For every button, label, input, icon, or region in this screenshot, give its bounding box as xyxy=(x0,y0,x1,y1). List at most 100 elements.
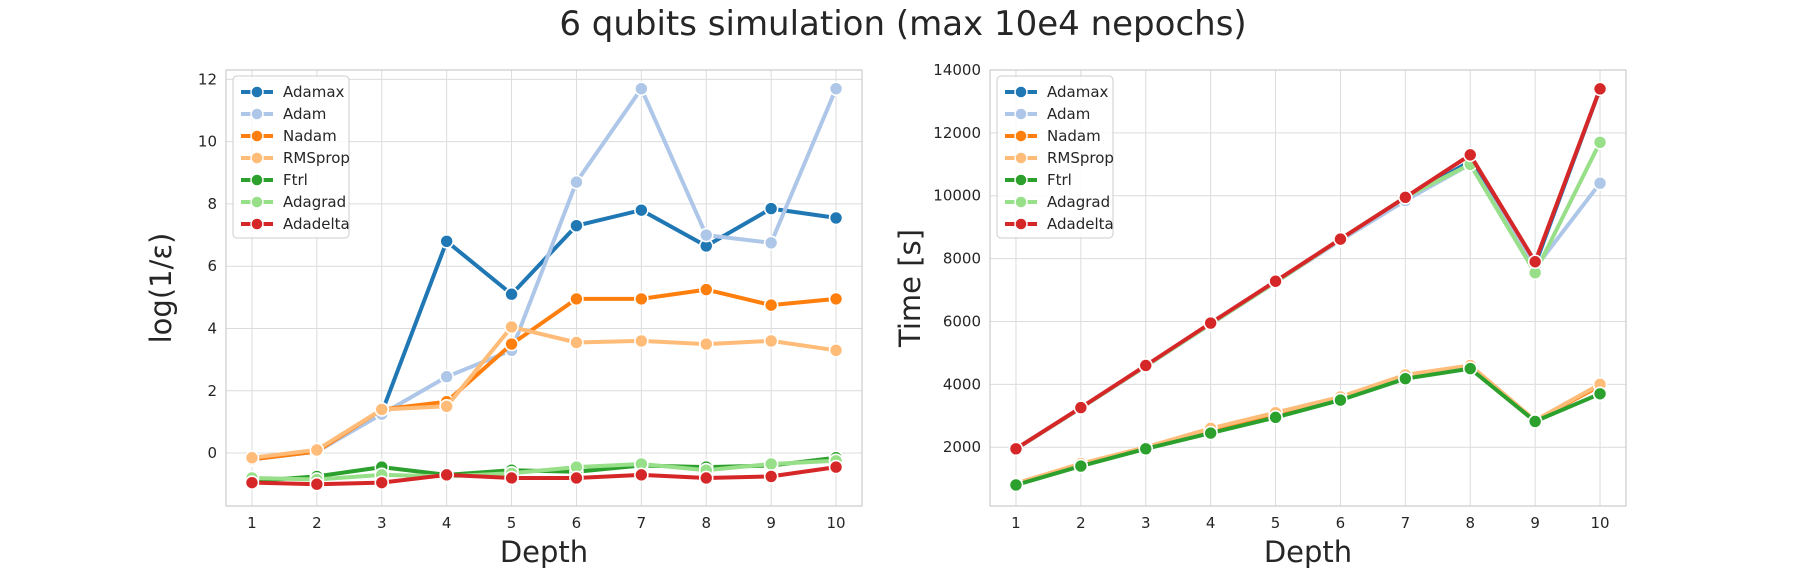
left-plot-frame xyxy=(225,69,863,507)
right-x-tick-label: 6 xyxy=(1336,514,1346,532)
right-legend-marker-ftrl xyxy=(1014,173,1028,187)
left-data-point-adam xyxy=(828,81,844,96)
left-data-point-adadelta xyxy=(374,475,390,490)
right-data-point-adadelta xyxy=(1073,400,1089,415)
right-data-point-adadelta xyxy=(1527,254,1543,270)
left-data-point-adadelta xyxy=(763,469,779,484)
right-y-tick-label: 2000 xyxy=(943,438,981,456)
left-x-tick-label: 10 xyxy=(826,514,845,532)
left-x-axis-label: Depth xyxy=(500,535,588,569)
right-legend-label-ftrl: Ftrl xyxy=(1047,171,1072,189)
right-legend-label-adam: Adam xyxy=(1047,105,1090,123)
right-data-point-ftrl xyxy=(1268,410,1283,425)
left-data-point-adadelta xyxy=(504,470,519,486)
left-y-tick-label: 6 xyxy=(207,257,217,275)
right-legend-marker-nadam xyxy=(1014,129,1028,143)
right-legend-label-rmsprop: RMSprop xyxy=(1047,149,1114,167)
left-data-point-rmsprop xyxy=(634,333,649,349)
left-legend-label-adagrad: Adagrad xyxy=(283,193,346,211)
right-x-tick-label: 2 xyxy=(1076,514,1086,532)
left-data-point-adadelta xyxy=(439,467,454,483)
left-data-point-adamax xyxy=(828,210,844,226)
right-data-point-adadelta xyxy=(1398,190,1413,205)
left-data-point-nadam xyxy=(634,291,649,307)
left-data-point-adadelta xyxy=(698,470,714,486)
left-data-point-adam xyxy=(439,369,454,385)
left-data-point-rmsprop xyxy=(439,399,454,414)
left-x-tick-label: 9 xyxy=(766,514,776,532)
right-data-point-ftrl xyxy=(1008,477,1024,493)
left-data-point-nadam xyxy=(569,291,584,307)
left-data-point-adadelta xyxy=(569,470,584,486)
left-data-point-adam xyxy=(634,81,649,96)
left-y-tick-label: 8 xyxy=(207,195,217,213)
left-x-tick-label: 2 xyxy=(312,514,322,532)
right-data-point-adadelta xyxy=(1333,231,1348,247)
right-data-point-ftrl xyxy=(1138,441,1154,457)
left-y-tick-label: 2 xyxy=(207,382,217,400)
right-y-tick-label: 14000 xyxy=(933,61,981,79)
right-data-point-adadelta xyxy=(1268,273,1283,289)
left-legend-label-nadam: Nadam xyxy=(283,127,337,145)
right-data-point-adadelta xyxy=(1592,81,1608,97)
right-data-point-adagrad xyxy=(1592,134,1608,150)
right-x-tick-label: 9 xyxy=(1530,514,1540,532)
left-data-point-nadam xyxy=(698,282,714,297)
right-series-line-ftrl xyxy=(1014,366,1602,487)
left-series-adadelta xyxy=(244,459,844,492)
left-x-tick-label: 3 xyxy=(377,514,387,532)
right-data-point-adam xyxy=(1592,175,1608,191)
left-data-point-nadam xyxy=(828,291,844,307)
left-series-rmsprop xyxy=(244,319,844,466)
left-data-point-adadelta xyxy=(828,459,844,475)
left-x-tick-label: 5 xyxy=(507,514,517,532)
right-legend-marker-rmsprop xyxy=(1014,151,1028,165)
left-legend-marker-adamax xyxy=(250,85,264,99)
left-legend-label-rmsprop: RMSprop xyxy=(283,149,350,167)
left-y-tick-label: 4 xyxy=(207,319,217,337)
left-data-point-adagrad xyxy=(763,456,779,472)
right-chart-time: 1 2 3 4 5 6 7 8 9 10 2000 4000 6000 8000 10000 12000 140… xyxy=(893,61,1627,569)
left-data-point-adamax xyxy=(634,202,649,218)
left-data-point-rmsprop xyxy=(763,333,779,349)
left-data-point-rmsprop xyxy=(569,335,584,350)
left-x-tick-label: 1 xyxy=(247,514,257,532)
right-data-point-adadelta xyxy=(1203,315,1218,331)
left-legend-label-adam: Adam xyxy=(283,105,326,123)
left-legend-marker-ftrl xyxy=(250,173,264,187)
left-x-tick-label: 6 xyxy=(572,514,582,532)
left-legend-marker-adagrad xyxy=(250,195,264,209)
right-x-tick-label: 1 xyxy=(1011,514,1021,532)
left-legend-label-adadelta: Adadelta xyxy=(283,215,350,233)
right-data-point-adadelta xyxy=(1008,441,1024,457)
right-legend-label-adagrad: Adagrad xyxy=(1047,193,1110,211)
left-series-line-rmsprop xyxy=(250,324,838,460)
right-data-point-ftrl xyxy=(1592,386,1608,402)
left-data-point-adam xyxy=(698,227,714,243)
right-x-tick-label: 7 xyxy=(1401,514,1411,532)
left-y-tick-label: 0 xyxy=(207,444,217,462)
right-legend: Adamax Adam Nadam RMSprop Ftrl Adagrad Adadelt… xyxy=(996,75,1114,239)
left-x-tick-label: 4 xyxy=(442,514,452,532)
left-legend-marker-adam xyxy=(250,107,264,121)
left-x-tick-label: 8 xyxy=(701,514,711,532)
right-plot-frame xyxy=(989,69,1627,507)
left-data-point-adadelta xyxy=(244,475,260,490)
right-x-tick-label: 10 xyxy=(1590,514,1609,532)
left-x-tick-label: 7 xyxy=(637,514,647,532)
right-data-point-ftrl xyxy=(1527,414,1543,429)
left-data-point-nadam xyxy=(763,297,779,313)
right-y-tick-label: 10000 xyxy=(933,187,981,205)
right-series-adadelta xyxy=(1008,81,1608,457)
left-series-line-adagrad xyxy=(250,458,838,482)
left-data-point-adamax xyxy=(504,286,519,302)
right-data-point-ftrl xyxy=(1462,361,1478,376)
left-y-tick-label: 12 xyxy=(198,70,217,88)
left-data-point-adamax xyxy=(569,218,584,234)
left-y-tick-label: 10 xyxy=(198,133,217,151)
left-legend-label-ftrl: Ftrl xyxy=(283,171,308,189)
right-data-point-ftrl xyxy=(1333,392,1348,408)
right-data-point-ftrl xyxy=(1203,425,1218,441)
left-data-point-adam xyxy=(763,235,779,251)
